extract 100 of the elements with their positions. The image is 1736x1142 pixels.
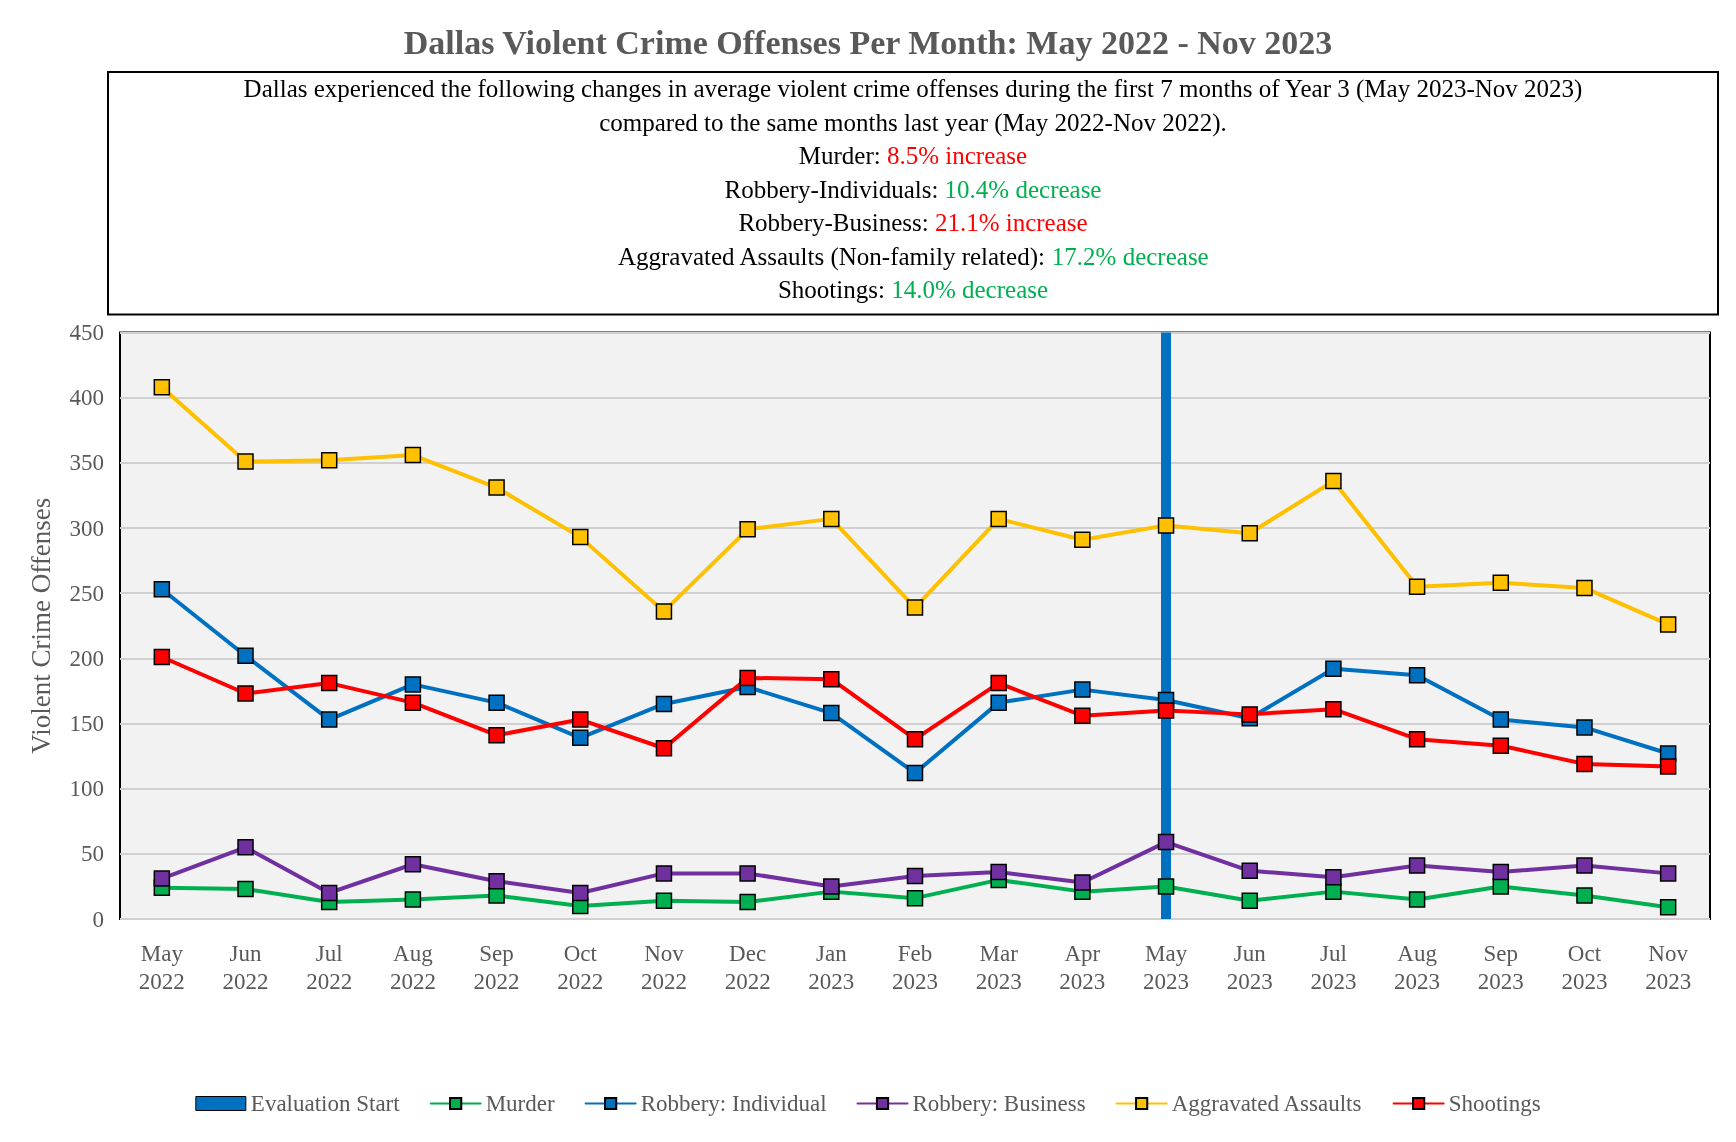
point (153, 648, 171, 666)
y-tick-label: 150 (69, 711, 104, 736)
point (739, 521, 756, 538)
point (906, 599, 924, 616)
point (1325, 869, 1342, 886)
x-tick-label: Nov 2022 (640, 940, 687, 994)
text: Shootings: 14.0% decrease (777, 276, 1049, 303)
point (655, 740, 673, 757)
point (739, 865, 756, 882)
point (320, 884, 338, 902)
point (320, 711, 338, 728)
point (237, 839, 254, 856)
point (655, 695, 673, 713)
text: Robbery-Individuals: 10.4% decrease (724, 175, 1102, 203)
point (1492, 711, 1510, 728)
point (655, 892, 673, 909)
x-tick-label: Jan 2023 (808, 940, 855, 994)
text: Murder: 8.5% increase (798, 142, 1028, 169)
y-tick-label: 400 (69, 385, 104, 411)
point (1492, 574, 1510, 591)
point (1408, 730, 1426, 748)
x-tick-label: Sep 2023 (1477, 940, 1524, 994)
point (488, 479, 505, 496)
point (404, 446, 422, 464)
point (990, 694, 1007, 711)
x-tick-label: Oct 2022 (557, 940, 604, 994)
point (823, 878, 840, 895)
y-tick-label: 300 (69, 515, 104, 541)
x-tick-label: Aug 2022 (389, 940, 436, 994)
point (1576, 755, 1593, 773)
point (1325, 472, 1342, 490)
point (906, 867, 924, 885)
point (488, 872, 505, 890)
legend-label: Shootings (1448, 1091, 1541, 1116)
point (404, 891, 422, 908)
x-tick-label: Apr 2023 (1059, 940, 1106, 994)
point (1074, 874, 1091, 891)
point (153, 581, 171, 598)
point (655, 865, 673, 882)
point (1241, 862, 1258, 880)
point (237, 880, 254, 898)
point (320, 451, 338, 469)
x-tick-label: May 2022 (138, 940, 185, 994)
legend-label: Murder (485, 1091, 555, 1116)
y-tick-label: 100 (69, 776, 104, 802)
point (488, 694, 505, 711)
x-tick-label: Nov 2023 (1645, 940, 1692, 994)
point (1492, 863, 1510, 881)
point (153, 870, 171, 887)
point (990, 674, 1007, 692)
text: Dallas experienced the following changes in average violent crime offenses during the first 7 months of Year 3 (May 2023-Nov 2023) (243, 75, 1583, 103)
point (1074, 707, 1091, 724)
point (320, 674, 338, 692)
point (1074, 531, 1091, 548)
point (237, 685, 254, 702)
y-tick-label: 250 (69, 580, 104, 606)
x-tick-label: Oct 2023 (1561, 940, 1608, 994)
point (990, 510, 1007, 528)
point (1408, 891, 1426, 908)
point (488, 726, 505, 744)
point (153, 378, 171, 396)
x-tick-label: Jul 2023 (1310, 940, 1357, 994)
legend-label: Robbery: Business (912, 1091, 1086, 1116)
text: Robbery-Business: 21.1% increase (738, 209, 1088, 236)
point (572, 884, 589, 902)
point (1074, 681, 1091, 698)
y-tick-label: 50 (81, 841, 104, 867)
point (739, 669, 756, 687)
point (906, 764, 924, 782)
y-tick-label: 450 (69, 320, 104, 345)
y-axis-title: Violent Crime Offenses (25, 497, 56, 754)
point (1659, 758, 1677, 775)
point (572, 729, 589, 747)
x-tick-label: Aug 2023 (1394, 940, 1441, 994)
point (488, 887, 505, 904)
point (1157, 702, 1175, 719)
point (1408, 667, 1426, 684)
point (823, 704, 840, 722)
legend-label: Aggravated Assaults (1171, 1091, 1362, 1116)
x-tick-label: Jun 2022 (222, 940, 269, 994)
point (572, 528, 589, 546)
point (572, 711, 589, 728)
point (1576, 579, 1593, 597)
point (1157, 878, 1175, 895)
point (1492, 737, 1510, 754)
x-tick-label: Mar 2023 (975, 940, 1022, 994)
point (1659, 616, 1677, 633)
point (404, 694, 422, 711)
point (1157, 517, 1175, 534)
point (906, 730, 924, 748)
point (1576, 857, 1593, 874)
point (906, 889, 924, 907)
legend-label: Evaluation Start (250, 1091, 401, 1116)
text: Aggravated Assaults (Non-family related): 17.2% decrease (617, 242, 1209, 271)
point (404, 856, 422, 873)
y-tick-label: 350 (69, 450, 104, 476)
x-tick-label: Dec 2022 (724, 940, 771, 994)
point (404, 676, 422, 693)
legend-label: Robbery: Individual (640, 1091, 827, 1116)
point (1325, 700, 1342, 718)
